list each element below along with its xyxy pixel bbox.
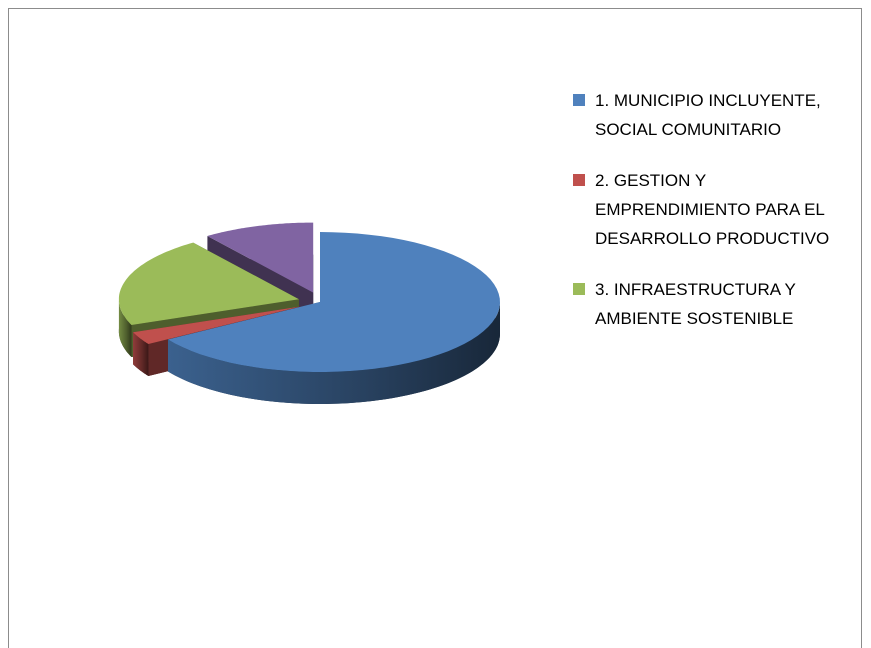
slice-side — [118, 299, 132, 357]
slice-side — [133, 332, 149, 376]
legend-swatch — [573, 174, 585, 186]
legend-entry: 2. GESTION Y EMPRENDIMIENTO PARA EL DESA… — [570, 166, 860, 253]
legend-label: 2. GESTION Y EMPRENDIMIENTO PARA EL DESA… — [595, 171, 830, 248]
slice — [118, 242, 299, 325]
slice-side — [168, 302, 500, 404]
legend-entry: 3. INFRAESTRUCTURA Y AMBIENTE SOSTENIBLE — [570, 275, 860, 333]
legend-entry: 1. MUNICIPIO INCLUYENTE, SOCIAL COMUNITA… — [570, 86, 860, 144]
slice — [207, 222, 314, 293]
legend-label: 1. MUNICIPIO INCLUYENTE, SOCIAL COMUNITA… — [595, 91, 821, 139]
slice — [133, 306, 301, 344]
legend-swatch — [573, 94, 585, 106]
legend: 1. MUNICIPIO INCLUYENTE, SOCIAL COMUNITA… — [570, 86, 860, 333]
chart-frame — [8, 8, 862, 648]
legend-label: 3. INFRAESTRUCTURA Y AMBIENTE SOSTENIBLE — [595, 280, 796, 328]
slice — [168, 232, 500, 372]
legend-swatch — [573, 283, 585, 295]
